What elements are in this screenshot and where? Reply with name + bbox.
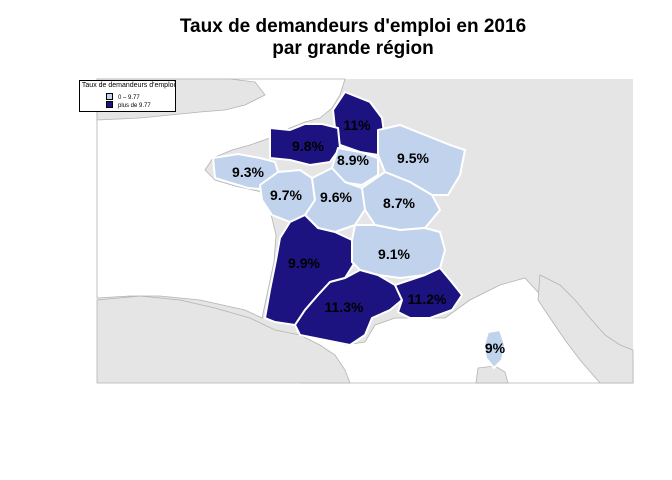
label-ile-de-france: 8.9%	[337, 152, 369, 168]
legend-swatch-low	[106, 93, 113, 100]
label-hauts-de-france: 11%	[343, 117, 371, 133]
region-corse[interactable]	[483, 329, 506, 369]
legend-label-high: plus de 9.77	[118, 103, 151, 109]
region-hauts-de-france[interactable]	[332, 91, 386, 156]
label-bretagne: 9.3%	[232, 164, 264, 180]
label-corse: 9%	[485, 340, 506, 356]
english-channel	[96, 78, 346, 319]
legend-item-high: plus de 9.77	[106, 101, 151, 109]
region-occitanie[interactable]	[294, 269, 403, 346]
legend-item-low: 0 – 9.77	[106, 93, 140, 101]
map-title-line2: par grande région	[272, 38, 434, 59]
label-pays-de-la-loire: 9.7%	[270, 187, 302, 203]
legend-label-low: 0 – 9.77	[118, 95, 140, 101]
legend-title: Taux de demandeurs d'emploi	[81, 82, 176, 89]
label-auvergne-rhone-alpes: 9.1%	[378, 246, 410, 262]
label-grand-est: 9.5%	[397, 150, 429, 166]
label-provence-alpes-cote-d-azur: 11.2%	[408, 291, 447, 307]
italy	[537, 274, 634, 384]
map-title-line1: Taux de demandeurs d'emploi en 2016	[179, 16, 527, 37]
label-occitanie: 11.3%	[325, 299, 364, 315]
region-provence-alpes-cote-d-azur[interactable]	[394, 267, 463, 319]
map-title: Taux de demandeurs d'emploi en 2016 par …	[0, 16, 672, 60]
label-nouvelle-aquitaine: 9.9%	[288, 255, 320, 271]
label-centre-val-de-loire: 9.6%	[320, 189, 352, 205]
legend: Taux de demandeurs d'emploi 0 – 9.77 plu…	[79, 80, 176, 112]
label-normandie: 9.8%	[292, 138, 324, 154]
label-bourgogne-franche-comte: 8.7%	[383, 195, 415, 211]
legend-swatch-high	[106, 101, 113, 108]
region-bourgogne-franche-comte[interactable]	[361, 171, 441, 231]
